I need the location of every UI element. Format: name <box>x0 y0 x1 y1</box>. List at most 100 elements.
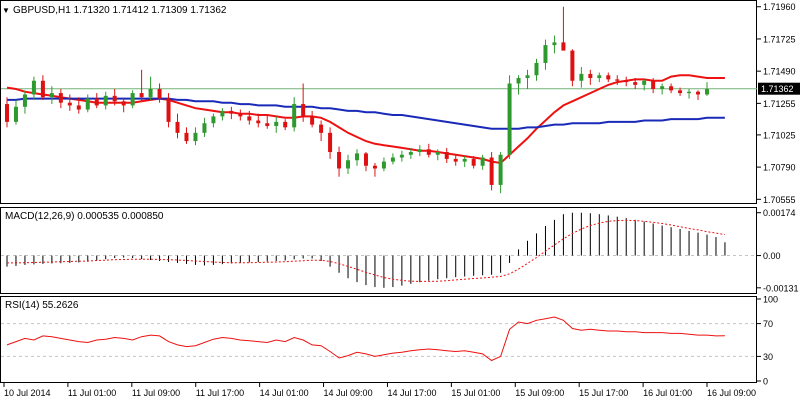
candle-body <box>355 153 359 161</box>
candle-body <box>121 101 126 106</box>
candle-body <box>193 132 198 142</box>
current-price-tag <box>758 82 800 95</box>
macd-panel[interactable]: 0.00174 0.00 -0.00131 MACD(12,26,9) 0.0005… <box>0 207 799 294</box>
ma-fast-line <box>6 74 725 165</box>
candle-body <box>148 88 153 98</box>
rsi-axis-label: 30 <box>763 352 773 362</box>
time-axis-label: 11 Jul 17:00 <box>196 388 244 398</box>
rsi-axis-label: 70 <box>763 319 773 329</box>
candle-body <box>202 123 207 133</box>
candle-body <box>498 154 503 185</box>
candle-body <box>705 88 709 95</box>
candle-body <box>408 152 413 155</box>
candle-body <box>579 73 584 81</box>
candle-body <box>265 123 270 126</box>
macd-title: MACD(12,26,9) 0.000535 0.000850 <box>5 211 164 222</box>
time-axis-label: 14 Jul 17:00 <box>387 388 436 398</box>
candle-body <box>372 165 377 169</box>
candle-body <box>58 93 63 103</box>
candle-body <box>292 104 297 128</box>
candle-body <box>417 149 422 153</box>
price-axis-label: 1.71490 <box>763 67 796 77</box>
price-axis-label: 1.71255 <box>763 99 796 109</box>
candle-body <box>310 116 315 125</box>
moving-averages <box>6 74 725 165</box>
candle-body <box>543 45 548 63</box>
candle-body <box>94 98 99 106</box>
rsi-panel-frame <box>0 296 757 383</box>
candle-body <box>274 121 279 126</box>
candle-body <box>696 91 701 95</box>
candle-body <box>669 86 674 91</box>
price-axis-label: 1.71025 <box>763 130 796 140</box>
time-axis-label: 14 Jul 01:00 <box>260 388 309 398</box>
rsi-gridlines <box>1 323 757 357</box>
candle-body <box>606 75 611 80</box>
candle-body <box>624 80 629 83</box>
candle-body <box>157 88 162 99</box>
candle-body <box>283 121 288 128</box>
candle-body <box>453 158 458 162</box>
time-axis-label: 15 Jul 17:00 <box>579 388 628 398</box>
candle-body <box>597 75 602 79</box>
candle-body <box>13 106 18 122</box>
candle-body <box>642 80 647 85</box>
candle-body <box>426 149 431 155</box>
candle-body <box>525 75 530 79</box>
candle-body <box>238 113 243 117</box>
candle-body <box>552 42 557 46</box>
rsi-title: RSI(14) 55.2626 <box>5 300 79 311</box>
candle-body <box>319 124 324 133</box>
rsi-axis-label: 100 <box>763 295 778 305</box>
candle-body <box>211 116 216 124</box>
candle-body <box>570 50 575 81</box>
candle-body <box>534 62 539 76</box>
candle-body <box>5 104 9 122</box>
candle-body <box>561 42 566 51</box>
candle-body <box>363 153 368 166</box>
price-axis-label: 1.70555 <box>763 195 796 205</box>
candle-body <box>31 80 36 95</box>
candle-body <box>507 83 512 155</box>
time-axis-label: 15 Jul 09:00 <box>515 388 564 398</box>
macd-signal-line <box>7 219 725 282</box>
candle-body <box>184 132 189 142</box>
candle-body <box>660 86 665 89</box>
candle-body <box>166 98 171 122</box>
price-panel[interactable]: 1.71960 1.71725 1.71490 1.71255 1.71025 1.707… <box>0 0 800 205</box>
time-axis-label: 16 Jul 01:00 <box>643 388 692 398</box>
candle-body <box>516 78 521 84</box>
rsi-polyline <box>6 316 725 362</box>
candle-body <box>22 94 27 107</box>
rsi-line <box>6 316 725 362</box>
ma-slow-line <box>7 97 725 130</box>
price-panel-frame <box>0 0 757 204</box>
candle-body <box>633 82 638 85</box>
macd-signal-polyline <box>7 219 725 282</box>
rsi-axis-label: 0 <box>763 377 768 387</box>
macd-panel-frame <box>0 207 757 294</box>
candle-body <box>139 93 144 98</box>
candle-body <box>130 93 135 106</box>
candle-body <box>435 152 440 155</box>
candle-body <box>40 80 45 98</box>
dropdown-icon[interactable]: ▼ <box>2 6 10 15</box>
candle-body <box>49 93 54 98</box>
candle-body <box>301 104 306 117</box>
price-axis-label: 1.70790 <box>763 163 796 173</box>
candle-body <box>328 132 333 153</box>
candle-body <box>381 161 386 169</box>
candle-body <box>346 160 351 169</box>
macd-axis-label: -0.00131 <box>763 283 799 293</box>
time-axis-label: 11 Jul 09:00 <box>132 388 180 398</box>
symbol-header: GBPUSD,H1 1.71320 1.71412 1.71309 1.7136… <box>13 5 227 16</box>
price-axis-label: 1.71960 <box>763 2 796 12</box>
candle-body <box>103 95 108 106</box>
time-axis-label: 10 Jul 2014 <box>4 388 51 398</box>
candle-body <box>471 158 476 166</box>
candle-body <box>256 120 261 124</box>
candlestick-series <box>5 6 709 194</box>
rsi-panel[interactable]: 100 70 30 0 RSI(14) 55.2626 <box>0 295 779 387</box>
